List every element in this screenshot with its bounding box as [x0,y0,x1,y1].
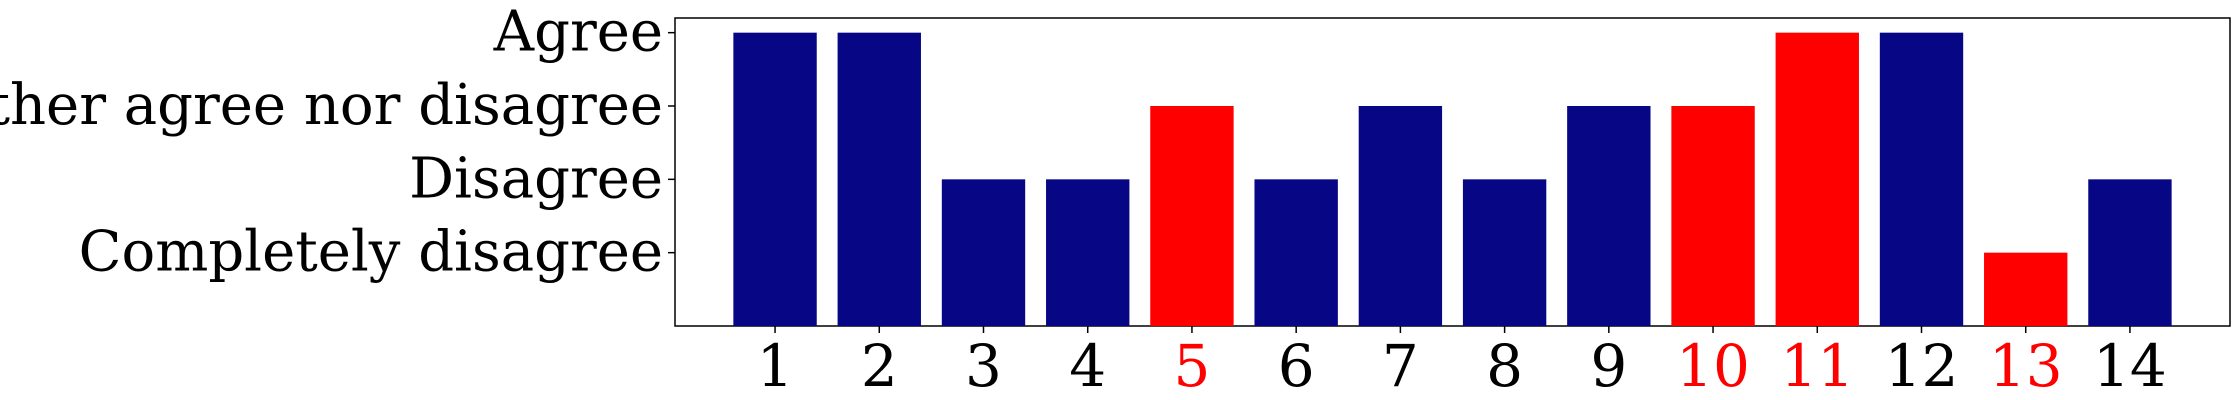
bar-12 [1879,32,1964,327]
y-tick-label: Neither agree nor disagree [0,73,663,138]
bar-11 [1775,32,1859,327]
x-tick-label: 1 [757,332,794,400]
x-tick-label: 11 [1780,332,1854,400]
bar-13 [1984,252,2068,326]
y-tick-label: Disagree [409,146,663,211]
plot-area-frame [674,17,2231,327]
x-tick-label: 9 [1590,332,1627,400]
bars-group [733,32,2172,327]
x-tick-label: 3 [965,332,1002,400]
x-tick-label: 6 [1278,332,1315,400]
x-tick-label: 2 [861,332,898,400]
bar-7 [1358,106,1443,326]
bar-9 [1567,106,1651,326]
x-tick-label: 10 [1676,332,1750,400]
bar-4 [1046,179,1130,326]
bar-3 [941,179,1026,326]
bar-10 [1671,106,1755,326]
x-tick-label: 13 [1989,332,2063,400]
x-tick-label: 4 [1069,332,1106,400]
y-axis: Completely disagree Disagree Neither agree… [0,0,675,285]
bar-14 [2088,179,2172,326]
y-tick-label: Agree [493,0,663,65]
bar-2 [837,32,921,327]
x-tick-label: 14 [2093,332,2167,400]
bar-8 [1462,179,1547,326]
y-tick-label: Completely disagree [79,220,663,285]
x-tick-label: 5 [1173,332,1210,400]
x-tick-label: 7 [1382,332,1419,400]
bar-1 [733,32,817,327]
bar-5 [1150,106,1234,326]
bar-6 [1254,179,1338,326]
x-tick-label: 8 [1486,332,1523,400]
x-axis: 1 2 3 4 5 6 7 8 9 10 11 12 13 14 [757,326,2167,400]
x-tick-label: 12 [1885,332,1959,400]
